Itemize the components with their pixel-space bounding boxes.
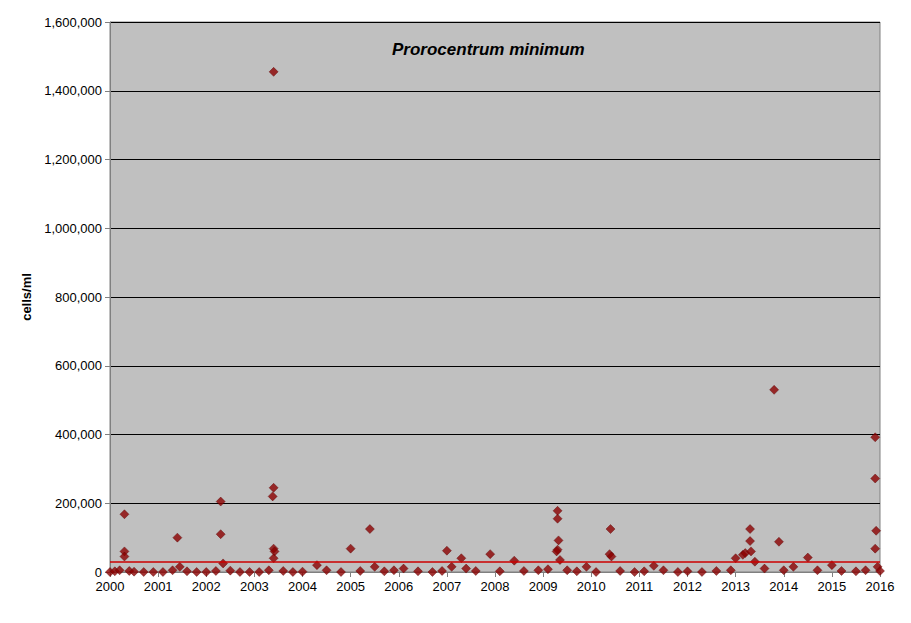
svg-text:2001: 2001 [144, 579, 173, 594]
svg-text:400,000: 400,000 [55, 427, 102, 442]
svg-text:2006: 2006 [384, 579, 413, 594]
svg-text:2015: 2015 [817, 579, 846, 594]
svg-text:2000: 2000 [96, 579, 125, 594]
svg-text:200,000: 200,000 [55, 496, 102, 511]
svg-text:2010: 2010 [577, 579, 606, 594]
svg-text:cells/ml: cells/ml [19, 273, 34, 321]
svg-text:2013: 2013 [721, 579, 750, 594]
svg-text:2012: 2012 [673, 579, 702, 594]
svg-text:2009: 2009 [529, 579, 558, 594]
svg-text:2016: 2016 [866, 579, 895, 594]
svg-text:800,000: 800,000 [55, 290, 102, 305]
svg-text:1,600,000: 1,600,000 [44, 15, 102, 30]
svg-text:2004: 2004 [288, 579, 317, 594]
svg-text:2005: 2005 [336, 579, 365, 594]
svg-text:1,200,000: 1,200,000 [44, 152, 102, 167]
svg-text:2008: 2008 [481, 579, 510, 594]
svg-text:2002: 2002 [192, 579, 221, 594]
svg-text:2011: 2011 [625, 579, 653, 594]
svg-text:1,000,000: 1,000,000 [44, 221, 102, 236]
svg-text:600,000: 600,000 [55, 358, 102, 373]
svg-text:2003: 2003 [240, 579, 269, 594]
svg-text:0: 0 [95, 565, 102, 580]
svg-text:2007: 2007 [432, 579, 461, 594]
svg-text:Prorocentrum minimum: Prorocentrum minimum [392, 40, 585, 59]
svg-text:2014: 2014 [769, 579, 798, 594]
svg-text:1,400,000: 1,400,000 [44, 83, 102, 98]
